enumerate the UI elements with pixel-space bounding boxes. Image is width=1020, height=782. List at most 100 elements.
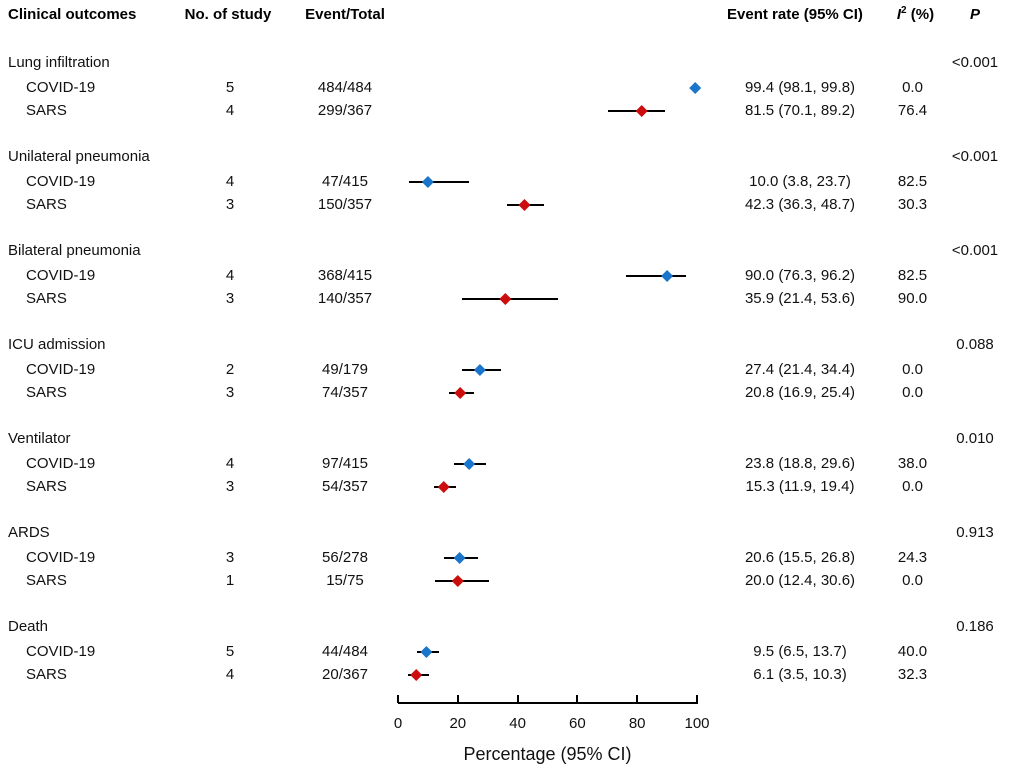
group-p-value: 0.088 bbox=[956, 336, 994, 353]
x-axis-tick-label: 40 bbox=[509, 715, 526, 732]
group-p-value: 0.913 bbox=[956, 524, 994, 541]
x-axis-title: Percentage (95% CI) bbox=[463, 744, 632, 764]
header-clinical-outcomes: Clinical outcomes bbox=[8, 6, 137, 23]
point-estimate-diamond bbox=[451, 575, 464, 587]
row-n-study: 4 bbox=[225, 102, 235, 119]
header-event-total: Event/Total bbox=[305, 6, 385, 23]
row-i-squared: 82.5 bbox=[897, 173, 928, 190]
row-event-rate: 23.8 (18.8, 29.6) bbox=[744, 455, 856, 472]
header-event-rate: Event rate (95% CI) bbox=[727, 6, 863, 23]
row-i-squared: 0.0 bbox=[902, 478, 923, 495]
group-p-value: <0.001 bbox=[951, 148, 999, 165]
point-estimate-diamond bbox=[453, 552, 466, 564]
header-no-of-study: No. of study bbox=[184, 6, 272, 23]
row-event-total: 368/415 bbox=[317, 267, 373, 284]
group-p-value: <0.001 bbox=[951, 242, 999, 259]
row-n-study: 1 bbox=[225, 572, 235, 589]
row-event-total: 150/357 bbox=[317, 196, 373, 213]
row-series-label: SARS bbox=[26, 666, 67, 683]
x-axis-tick bbox=[636, 695, 639, 703]
point-estimate-diamond bbox=[635, 105, 648, 117]
point-estimate-diamond bbox=[463, 458, 476, 470]
row-event-rate: 10.0 (3.8, 23.7) bbox=[749, 173, 851, 190]
x-axis-tick-label: 80 bbox=[628, 715, 646, 732]
row-n-study: 5 bbox=[225, 79, 235, 96]
row-i-squared: 24.3 bbox=[897, 549, 928, 566]
row-event-rate: 20.8 (16.9, 25.4) bbox=[744, 384, 856, 401]
row-event-total: 299/367 bbox=[317, 102, 373, 119]
row-i-squared: 90.0 bbox=[897, 290, 928, 307]
row-n-study: 3 bbox=[225, 196, 235, 213]
row-series-label: COVID-19 bbox=[26, 361, 96, 378]
row-i-squared: 30.3 bbox=[897, 196, 928, 213]
row-event-rate: 42.3 (36.3, 48.7) bbox=[744, 196, 856, 213]
row-event-total: 47/415 bbox=[322, 173, 368, 190]
point-estimate-diamond bbox=[473, 364, 486, 376]
point-estimate-diamond bbox=[421, 176, 434, 188]
x-axis-tick-label: 60 bbox=[569, 715, 586, 732]
row-i-squared: 40.0 bbox=[897, 643, 928, 660]
row-series-label: SARS bbox=[26, 384, 67, 401]
x-axis-tick bbox=[456, 695, 459, 703]
row-n-study: 3 bbox=[225, 549, 235, 566]
row-i-squared: 76.4 bbox=[897, 102, 928, 119]
i-squared-symbol: I bbox=[896, 6, 902, 23]
ci-line bbox=[409, 181, 469, 183]
group-outcome-label: Unilateral pneumonia bbox=[8, 148, 150, 165]
point-estimate-diamond bbox=[661, 270, 674, 282]
row-series-label: SARS bbox=[26, 196, 67, 213]
row-n-study: 3 bbox=[225, 384, 235, 401]
group-p-value: 0.010 bbox=[956, 430, 994, 447]
row-event-total: 44/484 bbox=[322, 643, 368, 660]
row-n-study: 2 bbox=[225, 361, 235, 378]
row-series-label: COVID-19 bbox=[26, 549, 96, 566]
row-event-total: 20/367 bbox=[322, 666, 368, 683]
row-i-squared: 0.0 bbox=[902, 384, 923, 401]
x-axis-tick bbox=[397, 695, 399, 703]
row-n-study: 4 bbox=[225, 267, 235, 284]
row-event-total: 49/179 bbox=[322, 361, 368, 378]
ci-line bbox=[626, 275, 686, 277]
x-axis-tick-label: 0 bbox=[393, 715, 403, 732]
x-axis-tick bbox=[696, 695, 698, 703]
point-estimate-diamond bbox=[689, 82, 702, 94]
group-outcome-label: Ventilator bbox=[8, 430, 71, 447]
point-estimate-diamond bbox=[499, 293, 512, 305]
row-event-total: 140/357 bbox=[317, 290, 373, 307]
row-series-label: COVID-19 bbox=[26, 643, 96, 660]
row-n-study: 4 bbox=[225, 666, 235, 683]
point-estimate-diamond bbox=[410, 669, 423, 681]
row-series-label: SARS bbox=[26, 290, 67, 307]
row-series-label: SARS bbox=[26, 102, 67, 119]
row-event-rate: 15.3 (11.9, 19.4) bbox=[745, 478, 855, 495]
group-outcome-label: Bilateral pneumonia bbox=[8, 242, 141, 259]
point-estimate-diamond bbox=[518, 199, 531, 211]
row-event-rate: 35.9 (21.4, 53.6) bbox=[744, 290, 856, 307]
row-i-squared: 82.5 bbox=[897, 267, 928, 284]
x-axis-tick-label: 100 bbox=[684, 715, 710, 732]
row-event-total: 54/357 bbox=[322, 478, 368, 495]
row-series-label: SARS bbox=[26, 572, 67, 589]
row-n-study: 5 bbox=[225, 643, 235, 660]
group-p-value: 0.186 bbox=[956, 618, 994, 635]
row-series-label: SARS bbox=[26, 478, 67, 495]
x-axis-tick bbox=[516, 695, 519, 703]
row-event-rate: 6.1 (3.5, 10.3) bbox=[753, 666, 847, 683]
row-i-squared: 0.0 bbox=[902, 361, 923, 378]
row-event-total: 74/357 bbox=[322, 384, 368, 401]
x-axis-tick-label: 20 bbox=[449, 715, 467, 732]
row-series-label: COVID-19 bbox=[26, 267, 96, 284]
i-squared-exponent: 2 bbox=[901, 5, 907, 16]
row-n-study: 3 bbox=[225, 290, 235, 307]
point-estimate-diamond bbox=[420, 646, 433, 658]
row-series-label: COVID-19 bbox=[26, 79, 96, 96]
row-event-total: 56/278 bbox=[322, 549, 368, 566]
i-squared-percent: (%) bbox=[906, 6, 935, 23]
group-outcome-label: Lung infiltration bbox=[8, 54, 110, 71]
row-n-study: 4 bbox=[225, 173, 235, 190]
row-event-total: 15/75 bbox=[326, 572, 364, 589]
x-axis-line bbox=[398, 702, 698, 704]
row-event-rate: 81.5 (70.1, 89.2) bbox=[744, 102, 856, 119]
group-outcome-label: ARDS bbox=[8, 524, 50, 541]
